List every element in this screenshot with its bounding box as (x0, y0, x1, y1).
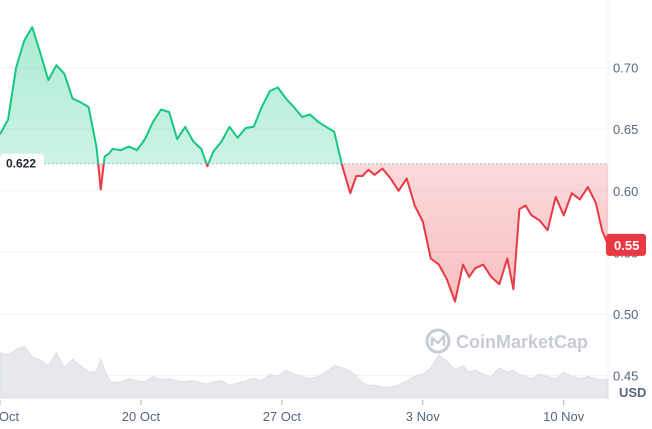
x-tick-label: 10 Nov (543, 409, 585, 424)
reference-line: 0.622 (0, 153, 608, 174)
reference-label: 0.622 (6, 157, 36, 171)
volume-series (0, 345, 609, 399)
watermark: CoinMarketCap (425, 328, 588, 354)
x-tick-label: 3 Nov (406, 409, 440, 424)
area-above-reference (0, 27, 342, 164)
price-area (0, 27, 608, 302)
x-tick-label: 13 Oct (0, 409, 20, 424)
x-axis: 13 Oct 20 Oct 27 Oct 3 Nov 10 Nov (0, 400, 585, 424)
y-tick-label: 0.50 (613, 307, 638, 322)
y-tick-label: 0.65 (613, 122, 638, 137)
reference-label-bg (0, 153, 44, 174)
price-line (0, 26, 609, 303)
y-axis: 0.70 0.65 0.60 0.55 0.50 0.45 (613, 61, 638, 384)
y-tick-label: 0.60 (613, 184, 638, 199)
last-price-badge: 0.55 (606, 233, 646, 256)
coinmarketcap-logo-icon (425, 328, 451, 354)
currency-unit: USD (619, 385, 646, 400)
y-tick-label: 0.45 (613, 368, 638, 383)
price-line-up (0, 26, 343, 164)
area-below-reference (0, 163, 608, 302)
volume-area (0, 345, 609, 399)
x-tick-label: 27 Oct (263, 409, 302, 424)
y-tick-label: 0.70 (613, 61, 638, 76)
price-line-down (97, 163, 609, 303)
last-price-label: 0.55 (614, 238, 639, 253)
x-tick-label: 20 Oct (122, 409, 161, 424)
watermark-text: CoinMarketCap (456, 332, 588, 352)
